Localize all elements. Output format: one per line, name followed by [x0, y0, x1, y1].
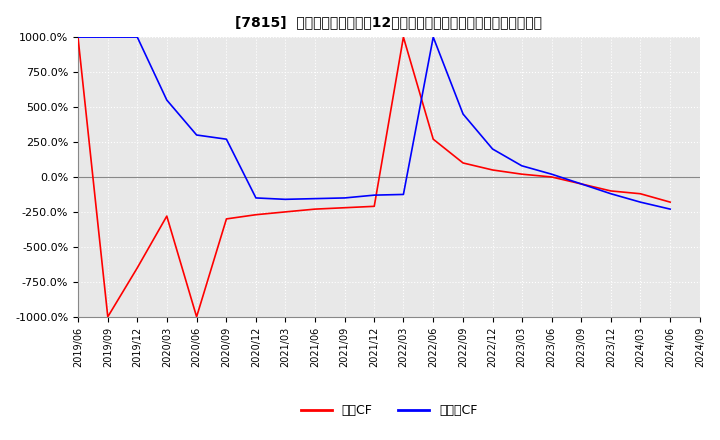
- Title: [7815]  キャッシュフローの12か月移動合計の対前年同期増減率の推移: [7815] キャッシュフローの12か月移動合計の対前年同期増減率の推移: [235, 15, 542, 29]
- Line: 営業CF: 営業CF: [78, 37, 670, 317]
- Legend: 営業CF, フリーCF: 営業CF, フリーCF: [296, 400, 482, 422]
- Line: フリーCF: フリーCF: [78, 37, 670, 209]
